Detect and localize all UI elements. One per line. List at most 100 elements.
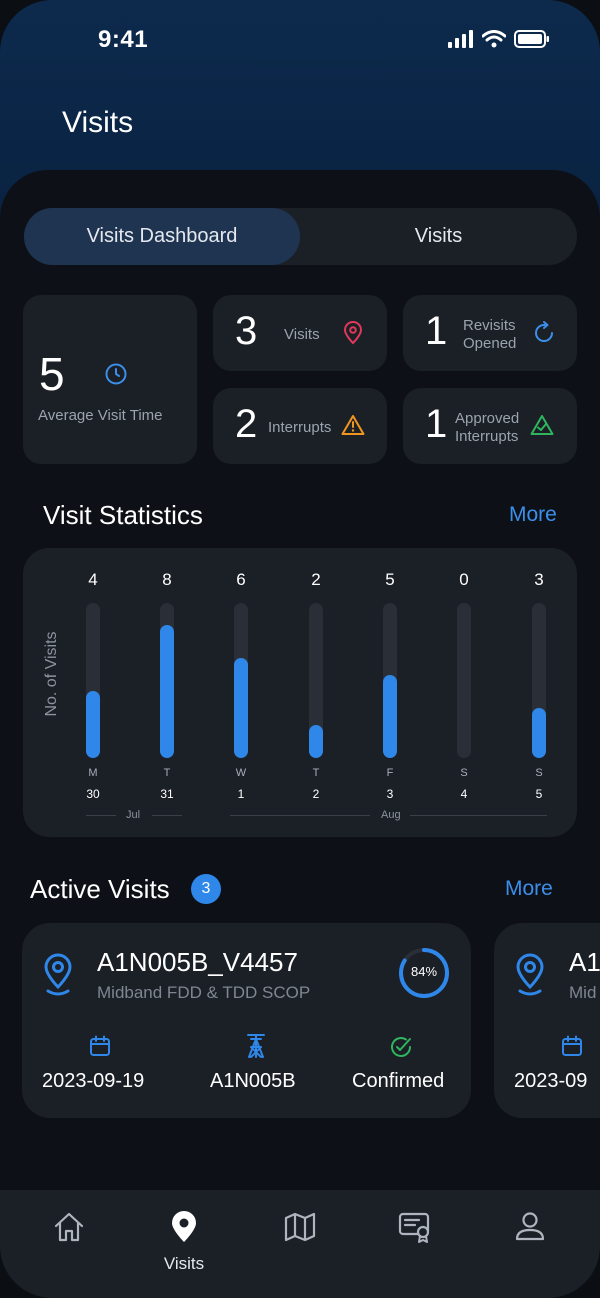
bar[interactable] [86, 691, 100, 758]
bar[interactable] [532, 708, 546, 758]
wifi-icon [482, 30, 506, 48]
map-pin-icon [44, 953, 72, 996]
status-icons [448, 30, 550, 48]
active-visit-card[interactable]: A1N005B_V4457 Midband FDD & TDD SCOP 84%… [22, 923, 471, 1118]
visit-statistics-more-link[interactable]: More [509, 503, 557, 526]
visits-count-label: Visits [284, 326, 320, 343]
bar[interactable] [309, 725, 323, 758]
x-tick-date: 31 [160, 787, 174, 801]
revisits-opened-label-line2: Opened [463, 335, 517, 352]
active-visits-more-link[interactable]: More [505, 877, 553, 900]
bar[interactable] [383, 675, 397, 758]
nav-map[interactable] [270, 1210, 330, 1244]
interrupts-value: 2 [235, 402, 258, 446]
user-icon [515, 1212, 545, 1241]
tower-icon [247, 1034, 265, 1058]
month-label-jul: Jul [126, 809, 141, 821]
month-label-aug: Aug [381, 809, 401, 821]
bottom-navigation: Visits [0, 1190, 600, 1298]
bar-value-label: 5 [385, 570, 395, 589]
progress-ring [399, 948, 449, 998]
page-title: Visits [62, 106, 134, 139]
average-visit-time-label: Average Visit Time [38, 407, 163, 424]
approved-interrupts-label-line2: Interrupts [455, 428, 519, 445]
bar-value-label: 8 [162, 570, 172, 589]
nav-home[interactable] [39, 1210, 99, 1244]
tab-visits[interactable]: Visits [414, 225, 463, 247]
visit-site: A1N005B [210, 1070, 296, 1092]
tab-switcher: Visits Dashboard Visits [24, 208, 577, 265]
x-tick-date: 2 [312, 787, 320, 801]
active-visit-card[interactable]: A1 Mid 2023-09 [494, 923, 600, 1118]
approved-interrupts-label-line1: Approved [455, 410, 520, 427]
x-tick-day: S [535, 767, 543, 779]
x-tick-date: 3 [386, 787, 394, 801]
bar-value-label: 0 [459, 570, 469, 589]
warning-icon [341, 415, 365, 435]
revisits-opened-label-line1: Revisits [463, 317, 516, 334]
bar[interactable] [234, 658, 248, 758]
chart-y-axis-label: No. of Visits [43, 631, 60, 717]
visit-statistics-chart [23, 548, 577, 837]
average-visit-time-card[interactable]: 5 Average Visit Time [23, 295, 197, 464]
bar-value-label: 3 [534, 570, 544, 589]
tab-visits-dashboard[interactable]: Visits Dashboard [24, 208, 300, 265]
map-pin-icon [343, 321, 363, 345]
certificate-icon [398, 1212, 430, 1243]
clock-icon [105, 363, 127, 385]
visit-statistics-title: Visit Statistics [43, 500, 203, 530]
status-bar: 9:41 [0, 0, 600, 80]
signal-icon [448, 30, 473, 48]
check-circle-icon [391, 1037, 411, 1057]
refresh-icon [535, 321, 553, 342]
visit-subtitle: Mid [569, 983, 597, 1002]
active-visits-title: Active Visits [30, 874, 170, 904]
x-tick-date: 1 [237, 787, 245, 801]
month-divider [410, 815, 547, 816]
month-divider [230, 815, 370, 816]
approved-interrupts-card[interactable]: 1 Approved Interrupts [403, 388, 577, 464]
x-tick-day: S [460, 767, 468, 779]
visit-name: A1N005B_V4457 [97, 947, 298, 977]
bar[interactable] [160, 625, 174, 758]
visit-date: 2023-09-19 [42, 1070, 145, 1092]
bar-value-label: 6 [236, 570, 246, 589]
nav-profile[interactable] [500, 1210, 560, 1244]
bar-track [457, 603, 471, 758]
map-icon [284, 1212, 316, 1242]
status-time: 9:41 [98, 26, 149, 53]
calendar-icon [90, 1035, 110, 1056]
home-icon [54, 1212, 84, 1242]
visits-count-value: 3 [235, 309, 258, 353]
approved-interrupts-value: 1 [425, 402, 448, 446]
x-tick-date: 5 [535, 787, 543, 801]
average-visit-time-value: 5 [39, 348, 65, 400]
interrupts-label: Interrupts [268, 419, 332, 436]
map-pin-icon [172, 1211, 196, 1242]
nav-certificate[interactable] [385, 1210, 445, 1244]
x-tick-date: 4 [460, 787, 468, 801]
visit-name: A1 [569, 947, 600, 977]
revisits-opened-card[interactable]: 1 Revisits Opened [403, 295, 577, 371]
x-tick-day: M [88, 767, 98, 779]
visit-subtitle: Midband FDD & TDD SCOP [97, 983, 311, 1002]
visits-count-card[interactable]: 3 Visits [213, 295, 387, 371]
x-tick-date: 30 [86, 787, 100, 801]
calendar-icon [562, 1035, 582, 1056]
bar-track [309, 603, 323, 758]
visit-status: Confirmed [352, 1070, 445, 1092]
month-divider [86, 815, 116, 816]
bar-value-label: 4 [88, 570, 98, 589]
month-divider [152, 815, 182, 816]
interrupts-card[interactable]: 2 Interrupts [213, 388, 387, 464]
x-tick-day: T [312, 767, 320, 779]
x-tick-day: T [163, 767, 171, 779]
nav-label-visits: Visits [163, 1254, 205, 1273]
active-visits-count-badge: 3 [191, 874, 221, 904]
revisits-opened-value: 1 [425, 309, 448, 353]
x-tick-day: F [386, 767, 394, 779]
nav-visits[interactable]: Visits [154, 1210, 214, 1274]
battery-icon [514, 30, 549, 48]
visit-date: 2023-09 [514, 1070, 588, 1092]
